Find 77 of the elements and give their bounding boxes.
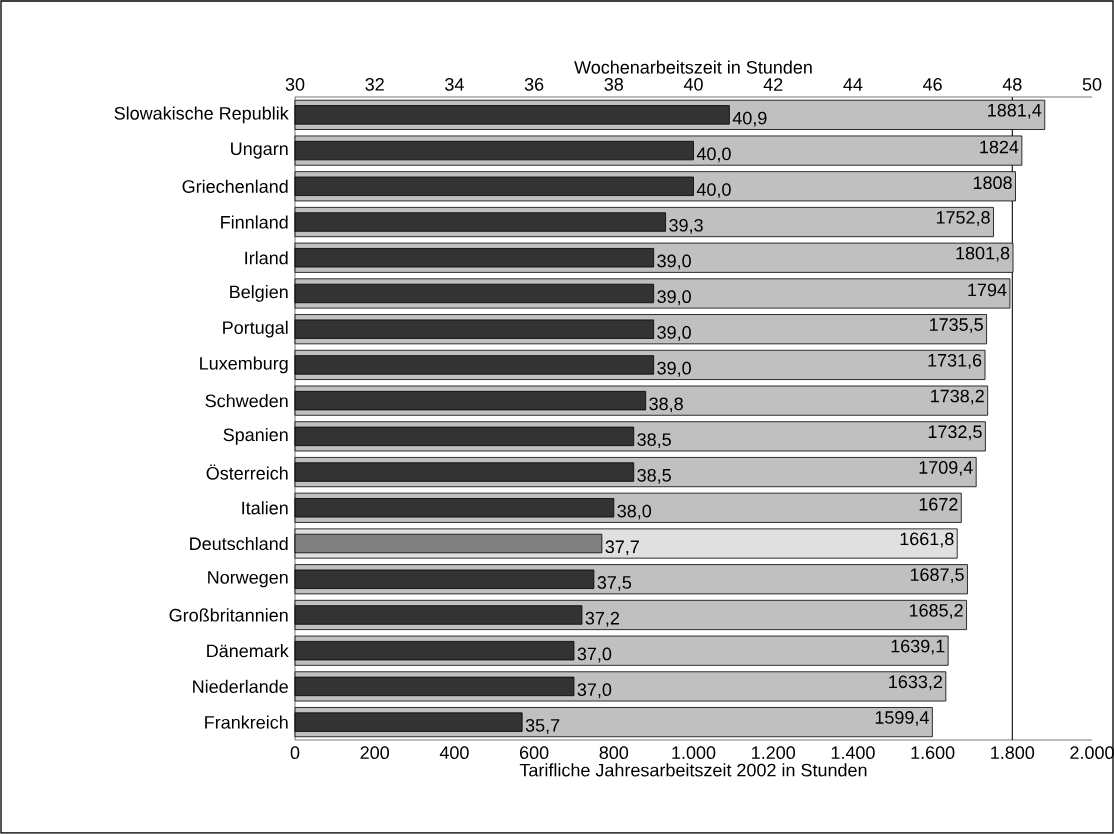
y-tick-label: Frankreich: [205, 715, 288, 729]
y-tick-label: Slowakische Republik: [114, 106, 289, 124]
y-tick-label: Dänemark: [207, 644, 289, 658]
y-tick-label: Großbritannien: [169, 608, 288, 622]
data-label: 1732,5: [928, 425, 982, 441]
x-tick-label: 600: [520, 746, 549, 759]
x-tick-label: 1.600: [911, 746, 955, 759]
x-tick-label: 1.200: [752, 746, 796, 759]
data-label: 1731,6: [928, 353, 982, 369]
data-label: 39,0: [657, 254, 691, 270]
x2-tick-label: 36: [524, 77, 544, 91]
data-label: 38,0: [617, 504, 652, 520]
x-tick-label: 1.800: [991, 746, 1035, 759]
x2-tick-label: 44: [843, 78, 863, 91]
y-tick-label: Norwegen: [208, 571, 288, 588]
y-tick-label: Schweden: [205, 394, 288, 408]
y-tick-label: Ungarn: [231, 142, 288, 159]
data-label: 1738,2: [931, 389, 984, 405]
data-label: 1661,8: [900, 532, 954, 548]
y-tick-label: Luxemburg: [200, 356, 288, 374]
data-label: 37,0: [577, 647, 612, 663]
data-label: 38,5: [637, 433, 671, 449]
x-tick-label: 800: [599, 746, 629, 759]
y-tick-label: Österreich: [206, 464, 288, 480]
data-label: 1735,5: [929, 318, 983, 334]
y-tick-label: Irland: [245, 251, 288, 265]
data-label: 1808: [973, 176, 1012, 190]
data-label: 1672: [919, 497, 958, 511]
x-tick-label: 400: [439, 746, 469, 759]
data-label: 40,0: [696, 183, 731, 199]
data-label: 37,7: [605, 540, 639, 556]
data-label: 39,0: [657, 361, 691, 377]
x-axis-title: Tarifliche Jahresarbeitszeit 2002 in Stunden: [519, 763, 867, 777]
x2-axis-title: Wochenarbeitszeit in Stunden: [574, 60, 812, 74]
y-tick-label: Portugal: [223, 320, 288, 338]
x2-tick-label: 42: [763, 78, 783, 91]
data-label: 39,3: [669, 218, 703, 234]
x-tick-label: 0: [290, 746, 300, 759]
data-label: 1685,2: [909, 603, 963, 619]
x2-tick-label: 34: [445, 77, 464, 91]
data-label: 1687,5: [910, 568, 964, 584]
data-label: 37,5: [597, 576, 632, 591]
x2-tick-label: 46: [923, 77, 942, 91]
x2-tick-label: 38: [604, 77, 624, 91]
x2-tick-label: 50: [1082, 77, 1102, 91]
x2-tick-label: 30: [285, 77, 305, 91]
y-tick-label: Niederlande: [193, 679, 288, 694]
y-tick-label: Spanien: [223, 427, 288, 445]
y-tick-label: Italien: [242, 501, 288, 515]
x2-tick-label: 40: [683, 77, 703, 91]
data-label: 35,7: [525, 718, 560, 734]
data-label: 1881,4: [988, 103, 1042, 119]
x-tick-label: 200: [360, 746, 390, 759]
data-label: 40,9: [732, 111, 767, 127]
x-tick-label: 1.000: [672, 746, 716, 759]
y-tick-label: Belgien: [230, 285, 288, 302]
y-tick-label: Griechenland: [182, 179, 288, 193]
data-label: 38,5: [637, 468, 671, 484]
data-label: 37,2: [585, 611, 619, 627]
data-label: 39,0: [657, 326, 691, 341]
data-label: 1801,8: [956, 246, 1010, 262]
data-label: 1824: [980, 140, 1019, 154]
data-label: 40,0: [696, 147, 731, 163]
data-label: 1599,4: [875, 711, 929, 726]
data-label: 1639,1: [891, 639, 945, 655]
y-tick-label: Finnland: [221, 215, 288, 229]
data-label: 38,8: [649, 397, 683, 413]
data-label: 1752,8: [936, 211, 990, 226]
x-tick-label: 1.400: [831, 746, 875, 759]
x2-tick-label: 32: [365, 77, 384, 91]
x2-tick-label: 48: [1002, 77, 1022, 91]
data-label: 37,0: [577, 683, 612, 699]
data-label: 39,0: [657, 290, 691, 306]
data-label: 1633,2: [889, 675, 942, 691]
data-label: 1709,4: [919, 461, 973, 476]
data-label: 1794: [968, 283, 1007, 297]
y-tick-label: Deutschland: [190, 536, 288, 551]
